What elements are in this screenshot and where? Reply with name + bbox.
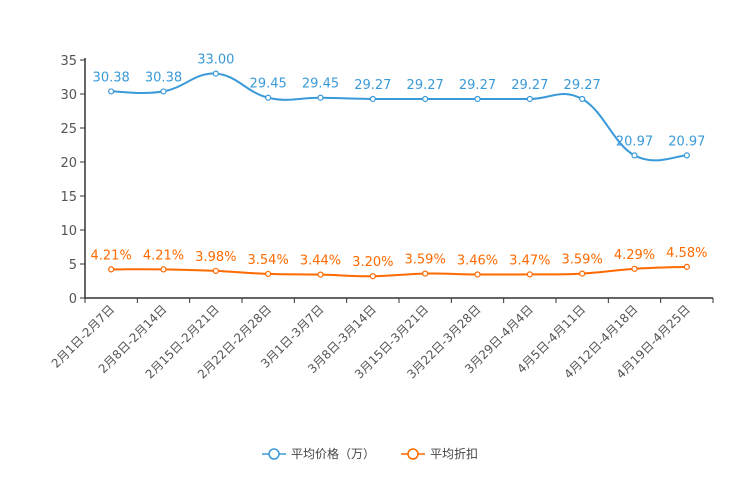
data-point — [526, 271, 533, 278]
data-point — [579, 95, 586, 103]
series-line-1 — [111, 265, 687, 278]
data-point — [160, 266, 167, 273]
y-tick-label: 30 — [60, 88, 77, 103]
data-label: 3.44% — [300, 254, 341, 269]
data-point — [369, 273, 376, 280]
data-label: 3.54% — [248, 253, 289, 268]
legend-marker-icon — [268, 448, 280, 460]
data-point — [631, 265, 638, 272]
data-label: 29.27 — [354, 78, 391, 93]
data-label: 3.98% — [195, 250, 236, 265]
data-point — [212, 267, 219, 275]
data-label: 29.27 — [511, 78, 548, 93]
data-point — [526, 95, 533, 103]
data-point — [108, 266, 115, 273]
data-label: 29.27 — [459, 78, 496, 93]
data-label: 3.59% — [562, 253, 603, 268]
data-point — [108, 88, 115, 95]
y-tick-label: 10 — [60, 224, 77, 239]
data-point — [683, 263, 690, 270]
y-tick-label: 20 — [60, 156, 77, 171]
data-point — [422, 270, 429, 277]
data-label: 33.00 — [197, 53, 234, 68]
data-label: 29.45 — [250, 77, 287, 92]
data-label: 4.29% — [614, 248, 655, 263]
data-label: 3.59% — [405, 253, 446, 268]
y-tick-label: 35 — [60, 54, 77, 69]
data-label: 4.58% — [666, 246, 707, 261]
y-tick-label: 15 — [60, 190, 77, 205]
data-point — [579, 270, 586, 277]
data-point — [317, 271, 324, 278]
data-point — [474, 271, 481, 278]
y-tick-label: 0 — [69, 292, 77, 307]
data-label: 30.38 — [145, 70, 182, 85]
data-point — [265, 94, 272, 101]
data-label: 20.97 — [616, 134, 653, 149]
data-label: 4.21% — [91, 248, 132, 263]
data-point — [631, 152, 638, 159]
data-point — [683, 152, 690, 159]
data-label: 29.27 — [407, 78, 444, 93]
data-label: 3.20% — [352, 255, 393, 270]
data-point — [422, 95, 429, 103]
data-point — [474, 95, 481, 103]
data-label: 3.47% — [509, 253, 550, 268]
data-point — [212, 70, 219, 77]
data-label: 29.27 — [564, 78, 601, 93]
data-point — [160, 88, 167, 95]
legend-marker-icon — [407, 448, 419, 460]
legend-label[interactable]: 平均价格（万） — [291, 446, 375, 461]
data-label: 3.46% — [457, 253, 498, 268]
data-point — [369, 95, 376, 103]
data-point — [317, 94, 324, 101]
data-point — [265, 270, 272, 278]
data-label: 4.21% — [143, 248, 184, 263]
y-tick-label: 25 — [60, 122, 77, 137]
data-label: 20.97 — [668, 134, 705, 149]
legend-label[interactable]: 平均折扣 — [430, 446, 478, 461]
y-tick-label: 5 — [69, 258, 77, 273]
data-label: 30.38 — [93, 70, 130, 85]
data-label: 29.45 — [302, 77, 339, 92]
